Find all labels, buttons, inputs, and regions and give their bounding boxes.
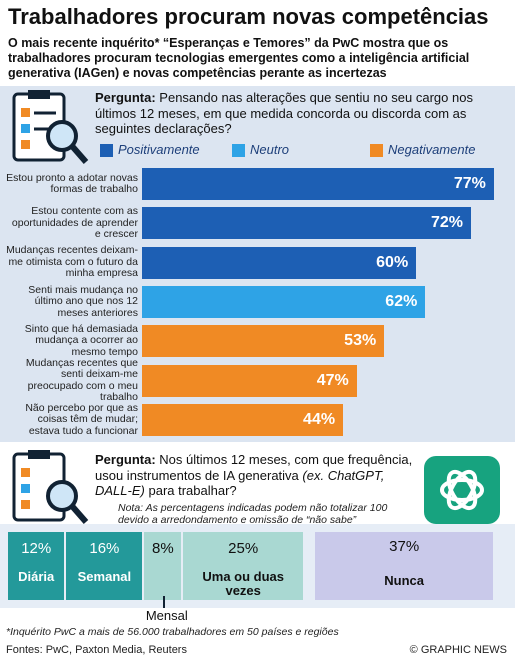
question: Pergunta: Pensando nas alterações que se… [95, 90, 505, 137]
segment-label: Mensal [145, 608, 188, 623]
segment: 8% [144, 532, 182, 600]
question-label: Pergunta: [95, 452, 156, 467]
value-label: 37% [389, 538, 420, 555]
category-label: Não percebo por que as coisas têm de mud… [25, 401, 138, 437]
value-label: 12% [21, 540, 52, 557]
sources: Fontes: PwC, Paxton Media, Reuters [6, 644, 187, 656]
bar: 77% [142, 168, 494, 200]
bar: 60% [142, 246, 417, 279]
title: Trabalhadores procuram novas competência… [8, 4, 489, 29]
chatgpt-logo [424, 456, 500, 524]
leader-line [162, 596, 165, 608]
note: Nota: As percentagens indicadas podem nã… [118, 502, 388, 526]
clipboard-icon [12, 90, 89, 164]
legend-swatch [232, 144, 245, 157]
question-example: (ex. ChatGPT, DALL-E) [95, 467, 385, 499]
question-text: Pensando nas alterações que sentiu no se… [95, 90, 473, 136]
segment-label: Nunca [384, 573, 425, 588]
category-label: Sinto que há demasiada mudança a ocorrer… [24, 322, 138, 358]
question: Pergunta: Nos últimos 12 meses, com que … [95, 452, 415, 499]
segment: 25% Uma ou duas vezes [183, 532, 304, 600]
category-label: Mudanças recentes que senti deixam-me pr… [25, 356, 138, 403]
credit: © GRAPHIC NEWS [409, 644, 507, 656]
value-label: 77% [453, 175, 486, 192]
value-label: 16% [89, 540, 120, 557]
category-label: Estou pronto a adotar novas formas de tr… [6, 171, 138, 195]
bar: 72% [142, 207, 472, 240]
segment-label: Diária [18, 569, 55, 584]
legend-swatch [100, 144, 113, 157]
value-label: 53% [344, 332, 377, 350]
footnote: *Inquérito PwC a mais de 56.000 trabalha… [6, 626, 339, 638]
legend-swatch [370, 144, 383, 157]
bar: 47% [142, 364, 357, 397]
value-label: 25% [228, 540, 259, 557]
segment: 12% Diária [8, 532, 65, 600]
segment: 16% Semanal [66, 532, 143, 600]
value-label: 44% [303, 410, 336, 428]
value-label: 72% [431, 214, 464, 232]
category-label: Senti mais mudança no último ano que nos… [28, 283, 138, 319]
category-label: Mudanças recentes deixam-me otimista com… [6, 244, 138, 280]
category-label: Estou contente com as oportunidades de a… [11, 205, 138, 241]
value-label: 60% [376, 253, 409, 271]
segment-label: Uma ou duas vezes [202, 569, 284, 598]
clipboard-icon [12, 450, 89, 524]
segment-label: Semanal [77, 569, 132, 584]
value-label: 47% [316, 371, 349, 389]
legend-label: Neutro [250, 142, 290, 157]
bar: 53% [142, 325, 385, 358]
legend-label: Negativamente [388, 142, 476, 157]
question-text: Nos últimos 12 meses, com que frequência… [95, 452, 413, 483]
legend-label: Positivamente [118, 142, 200, 157]
segment: 37% Nunca [315, 532, 494, 600]
value-label: 8% [151, 540, 174, 557]
bar: 62% [142, 285, 426, 318]
bar: 44% [142, 403, 344, 436]
question-text: para trabalhar? [148, 483, 237, 498]
question-label: Pergunta: [95, 90, 156, 105]
value-label: 62% [385, 292, 418, 310]
subtitle: O mais recente inquérito* “Esperanças e … [8, 36, 470, 80]
